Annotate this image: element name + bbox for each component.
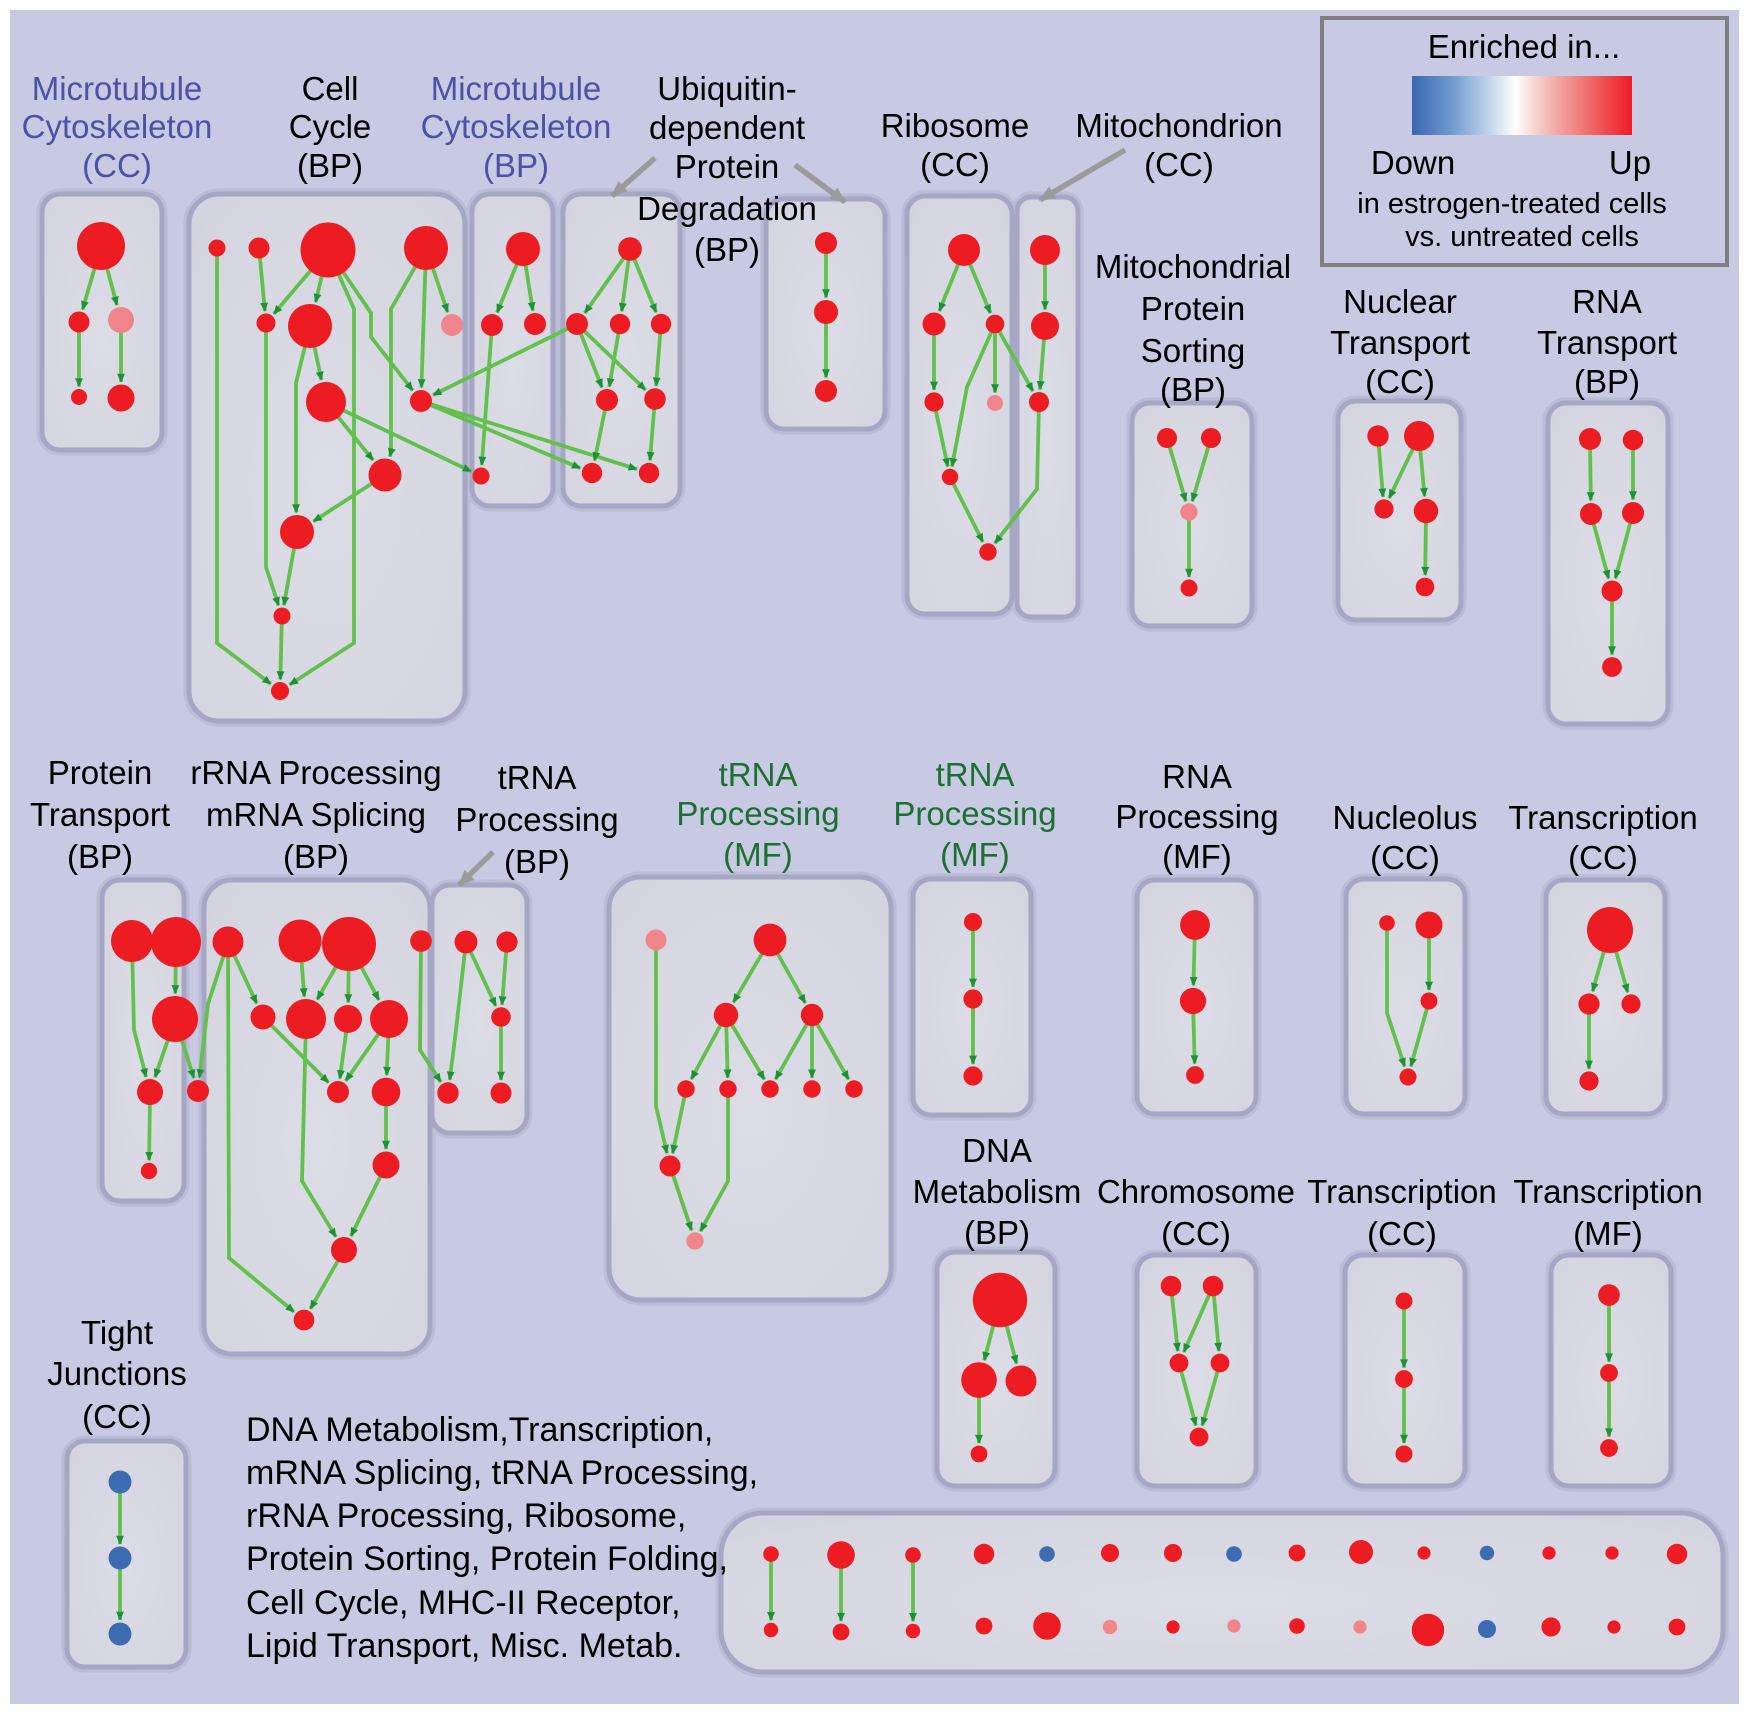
- svg-text:(CC): (CC): [1161, 1215, 1231, 1252]
- svg-text:rRNA Processing, Ribosome,: rRNA Processing, Ribosome,: [246, 1497, 686, 1535]
- svg-text:Protein Sorting, Protein Foldi: Protein Sorting, Protein Folding,: [246, 1540, 728, 1578]
- svg-text:Microtubule: Microtubule: [32, 70, 203, 107]
- svg-text:Tight: Tight: [81, 1314, 153, 1351]
- svg-text:Ribosome: Ribosome: [881, 107, 1030, 144]
- svg-text:(BP): (BP): [483, 147, 549, 184]
- svg-text:Cycle: Cycle: [289, 108, 372, 145]
- svg-text:Lipid Transport, Misc. Metab.: Lipid Transport, Misc. Metab.: [246, 1627, 683, 1665]
- svg-text:(CC): (CC): [82, 1398, 152, 1435]
- svg-text:Cell: Cell: [302, 70, 359, 107]
- svg-text:Metabolism: Metabolism: [913, 1173, 1082, 1210]
- svg-text:Nucleolus: Nucleolus: [1333, 799, 1478, 836]
- svg-text:tRNA: tRNA: [498, 759, 577, 796]
- svg-text:rRNA Processing: rRNA Processing: [190, 754, 441, 791]
- svg-text:(CC): (CC): [1365, 363, 1435, 400]
- svg-text:Processing: Processing: [676, 795, 839, 832]
- svg-text:Transport: Transport: [1330, 324, 1470, 361]
- svg-text:(MF): (MF): [940, 836, 1010, 873]
- svg-text:Mitochondrial: Mitochondrial: [1095, 248, 1291, 285]
- svg-text:Processing: Processing: [455, 801, 618, 838]
- svg-text:Up: Up: [1609, 144, 1651, 181]
- svg-text:Chromosome: Chromosome: [1097, 1173, 1295, 1210]
- svg-text:Processing: Processing: [893, 795, 1056, 832]
- svg-text:(CC): (CC): [82, 147, 152, 184]
- svg-text:(CC): (CC): [1367, 1215, 1437, 1252]
- svg-text:vs. untreated cells: vs. untreated cells: [1405, 221, 1639, 253]
- svg-text:(BP): (BP): [964, 1214, 1030, 1251]
- svg-text:RNA: RNA: [1162, 758, 1232, 795]
- svg-text:Transcription: Transcription: [1508, 799, 1698, 836]
- svg-text:Down: Down: [1371, 144, 1455, 181]
- svg-text:(CC): (CC): [1144, 146, 1214, 183]
- svg-text:(BP): (BP): [297, 147, 363, 184]
- svg-text:DNA: DNA: [962, 1132, 1032, 1169]
- svg-text:Microtubule: Microtubule: [431, 70, 602, 107]
- svg-text:Sorting: Sorting: [1141, 332, 1246, 369]
- svg-text:Protein: Protein: [1141, 290, 1246, 327]
- svg-text:(MF): (MF): [1573, 1215, 1643, 1252]
- svg-text:dependent: dependent: [649, 109, 805, 146]
- svg-text:mRNA Splicing, tRNA Processing: mRNA Splicing, tRNA Processing,: [246, 1454, 758, 1492]
- svg-text:Ubiquitin-: Ubiquitin-: [657, 70, 796, 107]
- svg-text:Enriched in...: Enriched in...: [1428, 28, 1621, 65]
- svg-text:Degradation: Degradation: [637, 190, 817, 227]
- svg-text:Cytoskeleton: Cytoskeleton: [421, 108, 612, 145]
- svg-text:Transport: Transport: [1537, 324, 1677, 361]
- svg-text:DNA Metabolism,Transcription,: DNA Metabolism,Transcription,: [246, 1411, 713, 1449]
- svg-text:Cytoskeleton: Cytoskeleton: [22, 108, 213, 145]
- svg-text:tRNA: tRNA: [936, 756, 1015, 793]
- svg-text:Junctions: Junctions: [47, 1355, 186, 1392]
- svg-text:Transcription: Transcription: [1307, 1173, 1497, 1210]
- svg-text:(CC): (CC): [920, 146, 990, 183]
- svg-text:(BP): (BP): [1574, 363, 1640, 400]
- svg-text:Protein: Protein: [675, 148, 780, 185]
- svg-text:(MF): (MF): [1162, 838, 1232, 875]
- svg-text:(CC): (CC): [1568, 839, 1638, 876]
- svg-text:Nuclear: Nuclear: [1343, 283, 1457, 320]
- svg-text:mRNA Splicing: mRNA Splicing: [206, 796, 426, 833]
- svg-text:(BP): (BP): [283, 838, 349, 875]
- svg-text:RNA: RNA: [1572, 283, 1642, 320]
- svg-text:tRNA: tRNA: [719, 756, 798, 793]
- svg-text:(BP): (BP): [504, 843, 570, 880]
- svg-text:Cell Cycle, MHC-II Receptor,: Cell Cycle, MHC-II Receptor,: [246, 1584, 681, 1622]
- svg-text:Mitochondrion: Mitochondrion: [1075, 107, 1282, 144]
- svg-text:(BP): (BP): [694, 231, 760, 268]
- svg-text:(BP): (BP): [67, 838, 133, 875]
- svg-text:(MF): (MF): [723, 836, 793, 873]
- svg-text:Transcription: Transcription: [1513, 1173, 1703, 1210]
- svg-text:Processing: Processing: [1115, 798, 1278, 835]
- svg-text:Transport: Transport: [30, 796, 170, 833]
- svg-text:in estrogen-treated cells: in estrogen-treated cells: [1357, 188, 1667, 220]
- svg-text:Protein: Protein: [48, 754, 153, 791]
- svg-text:(CC): (CC): [1370, 839, 1440, 876]
- svg-text:(BP): (BP): [1160, 371, 1226, 408]
